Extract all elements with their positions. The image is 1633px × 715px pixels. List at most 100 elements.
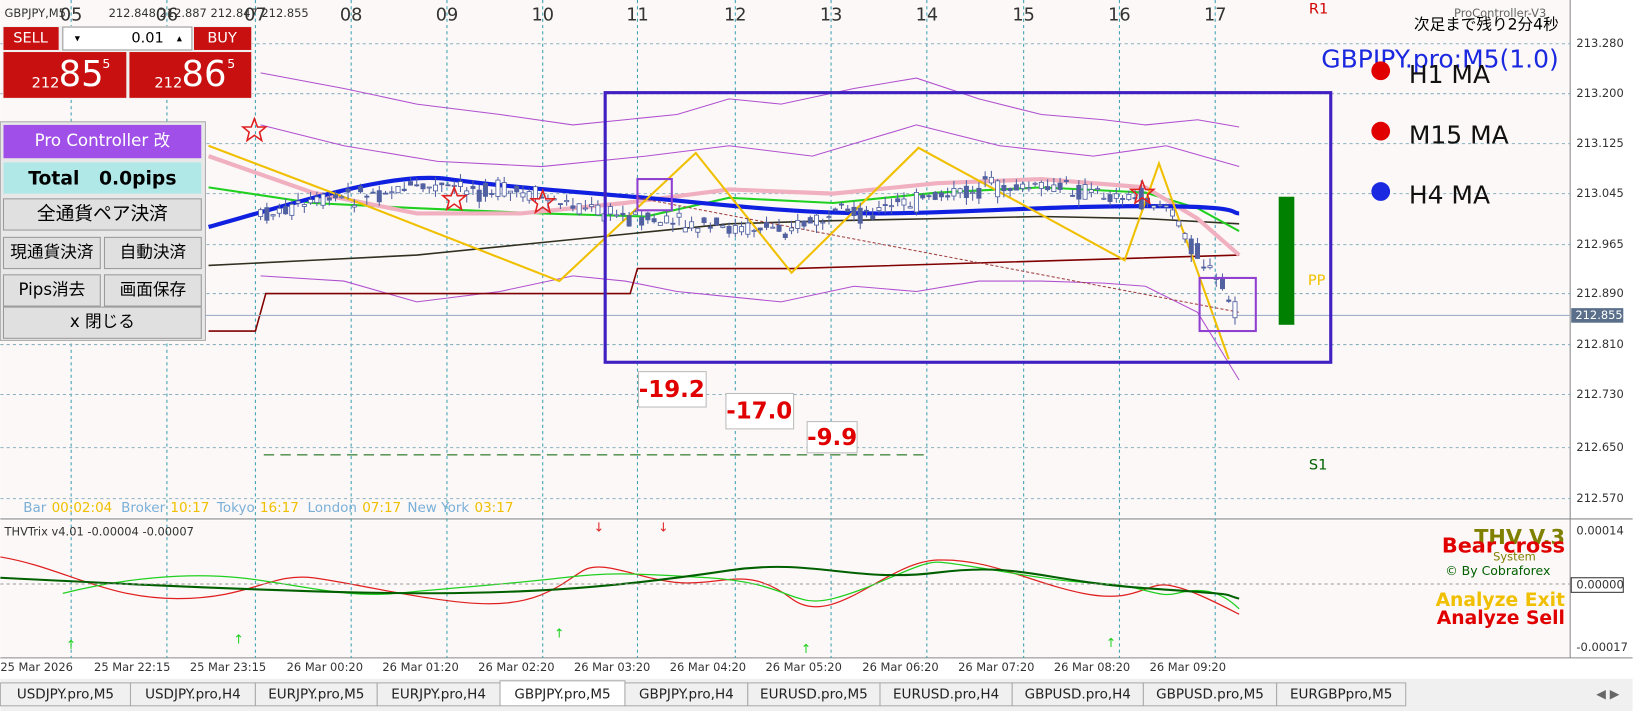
countdown: 次足まで残り2分4秒 (1414, 15, 1559, 33)
by: © By Cobraforex (1445, 563, 1550, 578)
time-label: 26 Mar 06:20 (862, 660, 938, 674)
candle (326, 197, 332, 201)
lot-input[interactable] (62, 26, 193, 51)
current-price: 212.855 (1575, 308, 1622, 322)
candle (1032, 182, 1038, 185)
star (1128, 178, 1156, 205)
controller-button[interactable] (2, 236, 101, 270)
candle (764, 222, 770, 228)
candle (264, 207, 270, 221)
trix-signal (0, 565, 1240, 600)
price-label: 213.125 (1576, 136, 1623, 150)
trend-line (637, 197, 1240, 313)
candle (370, 191, 376, 194)
time-label: 25 Mar 22:15 (94, 660, 170, 674)
candle (270, 214, 276, 217)
tab[interactable] (499, 680, 626, 707)
controller-button[interactable] (2, 274, 101, 307)
candle (888, 205, 894, 208)
candle (482, 183, 488, 197)
candle (639, 216, 645, 226)
candle (838, 203, 844, 206)
candle (389, 191, 395, 194)
candle (632, 211, 638, 215)
candle (795, 219, 801, 229)
sub-lines (0, 556, 1571, 615)
candle (701, 217, 707, 224)
tab-label: EURJPY.pro,M5 (268, 686, 364, 702)
tab-label: GBPUSD.pro,H4 (1025, 686, 1131, 702)
price-label: 212.810 (1576, 337, 1623, 351)
range-box (603, 91, 1333, 364)
ma-label: H1 MA (1409, 60, 1490, 89)
candle (620, 212, 626, 216)
candle (676, 212, 682, 218)
candle (832, 208, 838, 211)
candle (926, 195, 932, 198)
candle (1063, 180, 1069, 182)
controller-button[interactable] (2, 198, 202, 231)
day-label: 13 (820, 6, 843, 26)
signal-bar (1278, 196, 1295, 325)
up-arrow: ↑ (1106, 635, 1116, 650)
trade-panel: SELL ▾ 0.01 ▴ BUY 212 85 5 212 86 5 (2, 26, 253, 99)
level-s1: S1 (1309, 456, 1328, 473)
trix-red (0, 556, 1240, 615)
candle (920, 194, 926, 199)
candle (445, 184, 451, 187)
pips-label: -17.0 (726, 399, 792, 425)
candle (789, 227, 795, 232)
ma-icon (1371, 121, 1391, 141)
candle (570, 205, 576, 209)
candle (514, 185, 520, 193)
sub-arrows: ↑ ↑ ↑ ↑ ↑ ↓ ↓ (66, 519, 1116, 656)
level-pp: PP (1308, 272, 1326, 289)
candle (420, 183, 426, 190)
status-label: Tokyo (216, 500, 255, 516)
controller-button[interactable] (103, 236, 202, 270)
candle (932, 192, 938, 200)
status-item: Bar 00:02:04 (23, 500, 112, 516)
status-value: 07:17 (362, 500, 401, 516)
time-label: 26 Mar 04:20 (670, 660, 746, 674)
total-bg (3, 162, 202, 194)
candle (345, 188, 351, 193)
controller-button[interactable] (2, 306, 202, 339)
candle (1157, 204, 1163, 207)
time-label: 26 Mar 07:20 (958, 660, 1034, 674)
button-label: 画面保存 (120, 280, 187, 299)
sell-price-box[interactable] (3, 52, 127, 98)
price-sup: 5 (102, 56, 110, 71)
candle (732, 225, 738, 234)
time-axis: 25 Mar 2026 25 Mar 22:15 25 Mar 23:15 26 Ma… (0, 660, 1226, 674)
candle (532, 186, 538, 200)
buy-label: BUY (207, 30, 237, 47)
candle (770, 226, 776, 229)
controller-button[interactable] (103, 274, 202, 307)
candle (589, 204, 595, 208)
pips-label: -9.9 (807, 425, 857, 451)
candle (913, 192, 919, 213)
candle (851, 206, 857, 217)
candle (520, 192, 526, 198)
candle (1082, 184, 1088, 200)
candle (470, 186, 476, 189)
price-label: 212.570 (1576, 491, 1623, 505)
ma-green (208, 186, 1240, 233)
sub-axis: 0.00014 0.00000 -0.00017 (1570, 523, 1628, 654)
tabs: USDJPY.pro,M5 USDJPY.pro,H4 EURJPY.pro,M5 E… (0, 680, 1407, 707)
candle (1001, 185, 1007, 192)
time-label: 26 Mar 00:20 (287, 660, 363, 674)
tab[interactable] (1276, 682, 1407, 707)
candle (626, 215, 632, 227)
bear-cross: Bear cross (1442, 534, 1565, 558)
candle (1088, 189, 1094, 193)
buy-button[interactable] (193, 27, 252, 50)
candle (401, 188, 407, 191)
sell-button[interactable] (3, 27, 59, 50)
candle (1120, 198, 1126, 200)
ma-icon (1371, 182, 1391, 201)
day-label: 14 (916, 6, 939, 26)
buy-price-box[interactable] (129, 52, 252, 98)
